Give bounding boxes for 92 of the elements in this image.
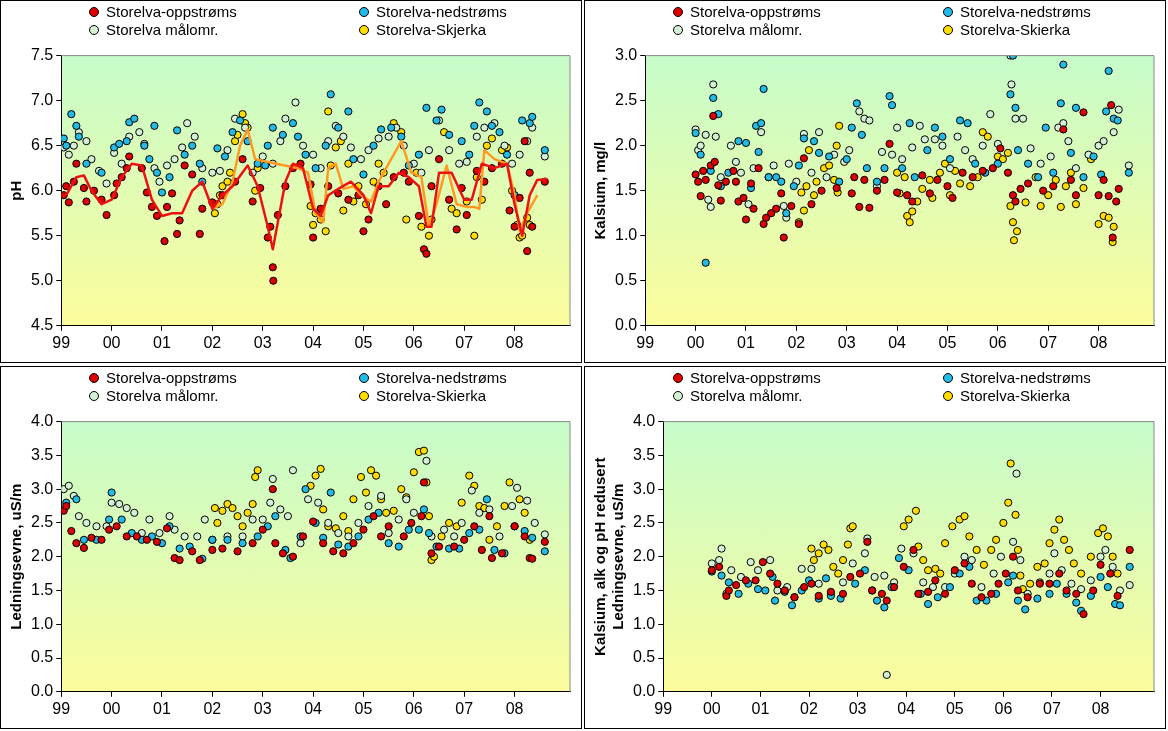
legend-label: Storelva målomr. [690, 21, 803, 39]
y-tick-label: 0.0 [614, 316, 638, 334]
x-tick-label: 08 [1089, 333, 1108, 351]
legend-label: Storelva-oppstrøms [106, 369, 237, 387]
x-tick-label: 08 [1091, 699, 1110, 717]
x-tick-label: 03 [848, 699, 867, 717]
legend-label: Storelva-Skierka [376, 387, 487, 405]
legend-label: Storelva målomr. [690, 387, 803, 405]
x-tick-label: 99 [52, 333, 71, 351]
x-tick-label: 08 [505, 699, 524, 717]
legend-label: Storelva-nedstrøms [376, 369, 507, 387]
y-tick-label: 7.0 [30, 91, 54, 109]
y-tick-label: 3.0 [614, 46, 638, 64]
x-tick-label: 05 [354, 699, 373, 717]
y-tick-label: 6.0 [30, 181, 54, 199]
y-tick-label: 0.5 [632, 648, 656, 666]
y-tick-label: 4.0 [30, 412, 54, 430]
y-axis-title: Kalsium, mg/l [591, 141, 609, 240]
y-tick-label: 5.0 [30, 271, 54, 289]
x-tick-label: 04 [897, 699, 916, 717]
x-tick-label: 05 [938, 333, 957, 351]
y-tick-label: 2.0 [614, 136, 638, 154]
y-tick-label: 7.5 [30, 46, 54, 64]
x-tick-label: 00 [102, 699, 121, 717]
legend-label: Storelva-nedstrøms [376, 3, 507, 21]
y-tick-label: 6.5 [30, 136, 54, 154]
x-tick-label: 03 [837, 333, 856, 351]
y-tick-label: 4.0 [632, 412, 656, 430]
x-tick-label: 99 [636, 333, 655, 351]
x-tick-label: 04 [888, 333, 907, 351]
x-tick-label: 03 [253, 333, 272, 351]
y-tick-label: 2.5 [632, 513, 656, 531]
y-axis-title: pH [7, 180, 25, 201]
legend-label: Storelva-oppstrøms [106, 3, 237, 21]
y-tick-label: 1.0 [30, 614, 54, 632]
y-tick-label: 2.0 [30, 547, 54, 565]
x-tick-label: 06 [994, 699, 1013, 717]
y-tick-label: 5.5 [30, 226, 54, 244]
y-axis-title: Ledningsevne, uS/m [7, 483, 25, 630]
legend-label: Storelva-Skierka [960, 387, 1071, 405]
x-tick-label: 99 [654, 699, 673, 717]
y-tick-label: 0.5 [30, 648, 54, 666]
legend-label: Storelva målomr. [106, 21, 219, 39]
y-tick-label: 3.0 [30, 479, 54, 497]
x-tick-label: 02 [800, 699, 819, 717]
x-tick-label: 01 [751, 699, 770, 717]
x-tick-label: 02 [203, 699, 222, 717]
x-tick-label: 01 [153, 333, 171, 351]
x-tick-label: 06 [988, 333, 1007, 351]
x-tick-label: 01 [737, 333, 755, 351]
y-tick-label: 1.5 [614, 181, 638, 199]
y-tick-label: 0.0 [30, 682, 54, 700]
x-tick-label: 02 [203, 333, 222, 351]
y-tick-label: 4.5 [30, 316, 54, 334]
legend-label: Storelva målomr. [106, 387, 219, 405]
y-tick-label: 1.5 [30, 580, 54, 598]
y-tick-label: 3.5 [30, 445, 54, 463]
x-tick-label: 06 [404, 699, 423, 717]
x-tick-label: 08 [505, 333, 524, 351]
x-tick-label: 04 [304, 699, 323, 717]
x-tick-label: 01 [153, 699, 171, 717]
y-tick-label: 3.0 [632, 479, 656, 497]
x-tick-label: 99 [52, 699, 71, 717]
x-tick-label: 02 [787, 333, 806, 351]
y-tick-label: 3.5 [632, 445, 656, 463]
y-tick-label: 2.5 [614, 91, 638, 109]
legend-label: Storelva-nedstrøms [960, 3, 1091, 21]
x-tick-label: 07 [1043, 699, 1061, 717]
legend-label: Storelva-Skierka [960, 21, 1071, 39]
x-tick-label: 07 [455, 333, 474, 351]
x-tick-label: 03 [253, 699, 272, 717]
y-tick-label: 0.0 [632, 682, 656, 700]
legend-label: Storelva-Skjerka [376, 21, 487, 39]
y-tick-label: 1.0 [614, 226, 638, 244]
x-tick-label: 00 [102, 333, 121, 351]
x-tick-label: 05 [354, 333, 373, 351]
x-tick-label: 07 [455, 699, 474, 717]
x-tick-label: 06 [404, 333, 423, 351]
y-axis-title: Kalsium, alk og pH redusert Ledningsevne, uS/m [591, 457, 627, 656]
x-tick-label: 00 [686, 333, 705, 351]
legend-label: Storelva-oppstrøms [690, 369, 821, 387]
x-tick-label: 05 [945, 699, 964, 717]
x-tick-label: 00 [702, 699, 721, 717]
y-tick-label: 1.5 [632, 580, 656, 598]
x-tick-label: 04 [304, 333, 323, 351]
x-tick-label: 07 [1039, 333, 1058, 351]
legend-label: Storelva-nedstrøms [960, 369, 1091, 387]
y-tick-label: 0.5 [614, 271, 638, 289]
y-tick-label: 2.5 [30, 513, 54, 531]
y-tick-label: 1.0 [632, 614, 656, 632]
y-tick-label: 2.0 [632, 547, 656, 565]
legend-label: Storelva-oppstrøms [690, 3, 821, 21]
